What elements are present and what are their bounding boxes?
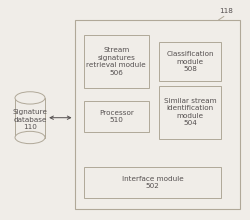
Bar — [159, 42, 221, 81]
Ellipse shape — [15, 131, 45, 144]
Text: Similar stream
identification
module
504: Similar stream identification module 504 — [164, 98, 216, 126]
Text: 118: 118 — [219, 8, 233, 14]
Bar — [159, 86, 221, 139]
Text: Processor
510: Processor 510 — [99, 110, 134, 123]
Bar — [15, 98, 45, 138]
Bar — [84, 35, 149, 88]
Bar — [84, 167, 221, 198]
Text: Interface module
502: Interface module 502 — [122, 176, 184, 189]
Bar — [75, 20, 240, 209]
Text: Signature
database
110: Signature database 110 — [12, 109, 48, 130]
Ellipse shape — [15, 92, 45, 104]
Text: Classification
module
508: Classification module 508 — [166, 51, 214, 72]
Text: Stream
signatures
retrieval module
506: Stream signatures retrieval module 506 — [86, 47, 146, 76]
Bar — [84, 101, 149, 132]
